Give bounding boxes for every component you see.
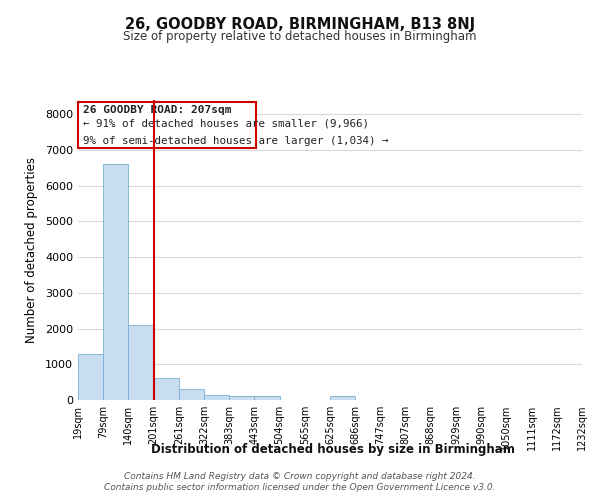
Text: ← 91% of detached houses are smaller (9,966): ← 91% of detached houses are smaller (9,… (83, 118, 368, 128)
Bar (330, 396, 355, 400)
Text: Contains public sector information licensed under the Open Government Licence v3: Contains public sector information licen… (104, 484, 496, 492)
FancyBboxPatch shape (78, 102, 256, 148)
Bar (204, 394, 229, 400)
Text: Contains HM Land Registry data © Crown copyright and database right 2024.: Contains HM Land Registry data © Crown c… (124, 472, 476, 481)
Text: 26 GOODBY ROAD: 207sqm: 26 GOODBY ROAD: 207sqm (83, 104, 231, 115)
Bar (179, 390, 204, 400)
Bar (128, 325, 154, 400)
Text: Distribution of detached houses by size in Birmingham: Distribution of detached houses by size … (151, 442, 515, 456)
Bar (154, 378, 179, 400)
Text: Size of property relative to detached houses in Birmingham: Size of property relative to detached ho… (123, 30, 477, 43)
Bar (103, 164, 128, 400)
Text: 26, GOODBY ROAD, BIRMINGHAM, B13 8NJ: 26, GOODBY ROAD, BIRMINGHAM, B13 8NJ (125, 18, 475, 32)
Bar (229, 396, 254, 400)
Text: 9% of semi-detached houses are larger (1,034) →: 9% of semi-detached houses are larger (1… (83, 136, 388, 146)
Bar (254, 396, 280, 400)
Bar (78, 354, 103, 400)
Y-axis label: Number of detached properties: Number of detached properties (25, 157, 38, 343)
